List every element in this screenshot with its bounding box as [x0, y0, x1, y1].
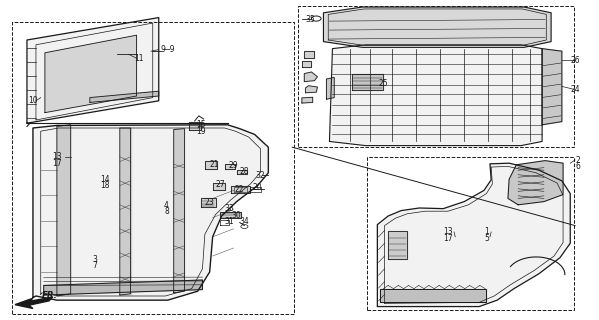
Text: 31: 31	[224, 217, 234, 226]
Text: 13: 13	[52, 152, 62, 161]
Text: 17: 17	[443, 234, 453, 243]
Text: 6: 6	[576, 162, 580, 171]
Polygon shape	[15, 297, 53, 308]
Polygon shape	[508, 161, 563, 205]
Text: 25: 25	[379, 79, 388, 88]
Text: 28: 28	[240, 167, 249, 176]
Text: 8: 8	[164, 207, 169, 216]
Text: 11: 11	[134, 54, 144, 63]
Text: 1: 1	[484, 228, 489, 236]
Polygon shape	[33, 125, 268, 300]
Polygon shape	[304, 72, 317, 82]
Polygon shape	[90, 91, 159, 102]
Polygon shape	[205, 161, 217, 169]
Polygon shape	[189, 122, 201, 130]
Text: 5: 5	[484, 234, 489, 243]
Polygon shape	[45, 35, 137, 113]
Text: 7: 7	[92, 261, 97, 270]
Polygon shape	[302, 97, 313, 103]
Polygon shape	[27, 18, 159, 123]
Polygon shape	[326, 77, 334, 99]
Polygon shape	[225, 164, 235, 169]
Polygon shape	[352, 74, 383, 90]
Text: 20: 20	[253, 183, 262, 192]
Polygon shape	[231, 186, 250, 193]
Text: 13: 13	[443, 228, 453, 236]
Polygon shape	[388, 231, 407, 259]
Text: 21: 21	[210, 160, 219, 169]
Polygon shape	[305, 86, 317, 93]
Polygon shape	[323, 7, 551, 47]
Text: 29: 29	[229, 161, 238, 170]
Polygon shape	[380, 289, 486, 302]
Polygon shape	[201, 198, 216, 207]
Polygon shape	[213, 183, 225, 190]
Text: 27: 27	[216, 180, 225, 189]
Text: 24: 24	[570, 85, 580, 94]
Text: 23: 23	[205, 198, 214, 207]
Polygon shape	[542, 49, 562, 125]
Text: 22: 22	[235, 185, 244, 194]
Text: 19: 19	[196, 127, 205, 136]
Text: 26: 26	[570, 56, 580, 65]
Text: 30: 30	[232, 211, 241, 220]
Text: 9: 9	[161, 45, 165, 54]
Polygon shape	[329, 45, 542, 146]
Text: 3: 3	[92, 255, 97, 264]
Text: 34: 34	[240, 217, 249, 226]
Polygon shape	[377, 163, 570, 307]
Text: FR.: FR.	[42, 291, 58, 300]
Text: 32: 32	[256, 171, 265, 180]
Polygon shape	[120, 128, 131, 295]
Text: 2: 2	[576, 156, 580, 164]
Text: 18: 18	[100, 181, 110, 190]
Text: —9: —9	[163, 45, 176, 54]
Polygon shape	[44, 280, 202, 295]
Text: 10: 10	[28, 96, 38, 105]
Polygon shape	[304, 51, 314, 58]
Text: 35: 35	[305, 15, 315, 24]
Polygon shape	[302, 61, 311, 67]
Text: 14: 14	[100, 175, 110, 184]
Polygon shape	[220, 212, 241, 218]
Text: 33: 33	[224, 204, 234, 213]
Text: 4: 4	[164, 201, 169, 210]
Polygon shape	[57, 125, 71, 296]
Text: 15: 15	[196, 120, 205, 129]
Text: 17: 17	[52, 159, 62, 168]
Polygon shape	[174, 129, 184, 293]
Polygon shape	[237, 170, 247, 174]
